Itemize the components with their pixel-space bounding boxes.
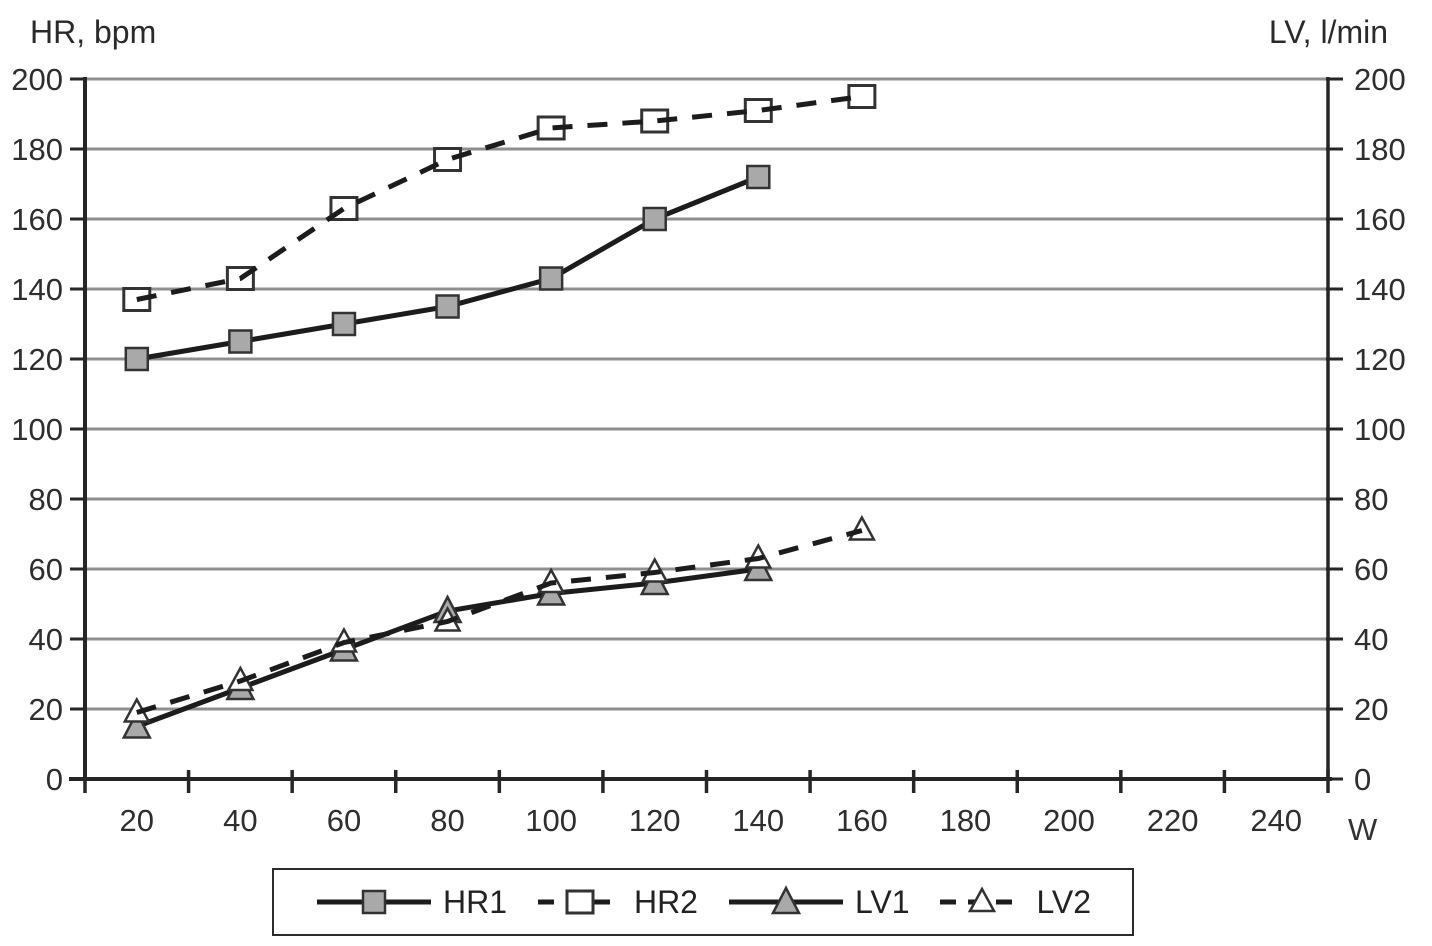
legend-item-hr1[interactable]: HR1 xyxy=(315,882,507,922)
series-hr1 xyxy=(124,164,771,372)
x-axis-tick-label: 220 xyxy=(1147,803,1199,838)
filled-square-marker xyxy=(746,164,771,190)
left-axis-tick-label: 160 xyxy=(11,202,63,237)
filled-square-marker xyxy=(642,206,667,232)
right-axis-tick-label: 80 xyxy=(1354,482,1388,517)
legend-swatch-hr2 xyxy=(537,889,622,915)
left-axis-tick-label: 200 xyxy=(11,62,63,97)
open-square-marker xyxy=(122,287,152,312)
filled-square-marker xyxy=(361,889,387,915)
legend-item-lv2[interactable]: LV2 xyxy=(938,882,1091,922)
left-axis-tick-label: 80 xyxy=(29,482,63,517)
gridlines xyxy=(85,77,1328,711)
filled-square-marker xyxy=(435,294,460,319)
x-axis-tick-label: 240 xyxy=(1250,803,1302,838)
x-axis-tick-label: 60 xyxy=(327,803,361,838)
left-axis-tick-label: 40 xyxy=(29,622,63,657)
left-axis-tick-label: 20 xyxy=(29,692,63,727)
x-axis-tick-label: 100 xyxy=(525,803,577,838)
y-tick-labels: 0 0 20 20 40 40 60 60 80 80 100 100 120 120 140 140 160 1… xyxy=(11,62,1405,797)
x-axis-tick-label: 40 xyxy=(223,803,257,838)
x-axis-tick-label: 160 xyxy=(836,803,888,838)
series-hr2 xyxy=(122,84,877,312)
right-axis-tick-label: 40 xyxy=(1354,622,1388,657)
series-lv2 xyxy=(122,514,876,723)
legend-label: HR1 xyxy=(442,883,507,920)
open-triangle-marker xyxy=(847,514,876,541)
right-axis-tick-label: 200 xyxy=(1354,62,1406,97)
filled-square-marker xyxy=(331,311,357,337)
x-tick-labels: 20 40 60 80 100 120 140 160 180 200 220 240 xyxy=(83,770,1330,838)
open-triangle-marker xyxy=(968,886,997,913)
filled-square-marker xyxy=(228,329,253,354)
x-axis-tick-label: 140 xyxy=(732,803,784,838)
x-axis-tick-label: 120 xyxy=(629,803,681,838)
left-axis-tick-label: 180 xyxy=(11,132,63,167)
legend-label: HR2 xyxy=(633,883,698,920)
left-axis-tick-label: 120 xyxy=(11,342,63,377)
left-axis-tick-label: 60 xyxy=(29,552,63,587)
plot-area: 0 0 20 20 40 40 60 60 80 80 100 100 120 120 140 140 160 1… xyxy=(11,62,1405,838)
x-axis-tick-label: 20 xyxy=(120,803,154,838)
left-axis-title: HR, bpm xyxy=(30,14,157,50)
right-axis-tick-label: 120 xyxy=(1354,342,1406,377)
legend: HR1 HR2 LV1 LV2 xyxy=(272,868,1134,936)
x-axis-title: W xyxy=(1348,812,1378,847)
series-line xyxy=(136,94,863,302)
filled-triangle-marker xyxy=(770,885,801,915)
legend-item-hr2[interactable]: HR2 xyxy=(536,882,698,922)
x-axis-tick-label: 80 xyxy=(430,803,464,838)
right-axis-tick-label: 100 xyxy=(1354,412,1406,447)
legend-swatch-lv1 xyxy=(728,885,843,915)
filled-square-marker xyxy=(124,346,150,372)
x-axis-tick-label: 180 xyxy=(940,803,992,838)
right-axis-title: LV, l/min xyxy=(1268,14,1388,50)
legend-item-lv1[interactable]: LV1 xyxy=(727,882,910,922)
legend-label: LV2 xyxy=(1036,883,1092,920)
open-square-marker xyxy=(565,889,595,915)
left-axis-tick-label: 140 xyxy=(11,272,63,307)
open-square-marker xyxy=(847,84,877,109)
x-axis-tick-label: 200 xyxy=(1043,803,1095,838)
right-axis-tick-label: 20 xyxy=(1354,692,1388,727)
right-axis-tick-label: 0 xyxy=(1354,762,1371,797)
left-axis-tick-label: 0 xyxy=(46,762,63,797)
right-axis-tick-label: 140 xyxy=(1354,272,1406,307)
right-axis-tick-label: 180 xyxy=(1354,132,1406,167)
right-axis-tick-label: 160 xyxy=(1354,202,1406,237)
open-square-marker xyxy=(433,147,463,172)
legend-swatch-hr1 xyxy=(316,889,431,915)
filled-square-marker xyxy=(538,266,564,291)
legend-label: LV1 xyxy=(854,883,910,920)
legend-swatch-lv2 xyxy=(940,886,1025,913)
filled-triangle-marker xyxy=(121,709,152,739)
left-axis-tick-label: 100 xyxy=(11,412,63,447)
right-axis-tick-label: 60 xyxy=(1354,552,1388,587)
